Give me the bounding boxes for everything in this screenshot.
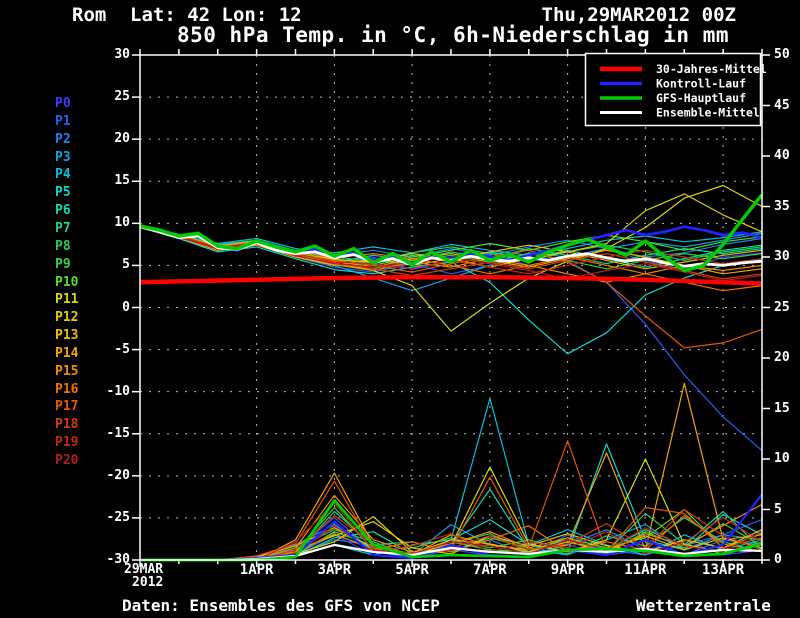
- member-label-P20: P20: [55, 453, 79, 468]
- y-left-tick-label: -30: [106, 552, 130, 567]
- y-right-tick-label: 30: [774, 249, 790, 264]
- member-label-P4: P4: [55, 167, 71, 183]
- member-label-P7: P7: [55, 220, 71, 236]
- member-label-P2: P2: [55, 131, 71, 147]
- chart-title: 850 hPa Temp. in °C, 6h-Niederschlag in …: [176, 23, 729, 47]
- y-right-tick-label: 35: [774, 198, 790, 214]
- y-left-tick-label: 10: [114, 215, 130, 231]
- site-brand-label: Wetterzentrale: [636, 596, 771, 615]
- location-label: Rom: [72, 4, 107, 26]
- member-label-P13: P13: [55, 328, 79, 344]
- y-left-tick-label: -15: [106, 425, 130, 441]
- x-tick-label-3APR: 3APR: [317, 562, 352, 578]
- member-precip-line-P17: [140, 440, 763, 561]
- y-right-tick-label: 0: [774, 552, 782, 567]
- y-left-tick-label: 25: [114, 89, 130, 105]
- member-label-P8: P8: [55, 238, 71, 254]
- member-label-P16: P16: [55, 381, 79, 397]
- y-right-tick-label: 40: [774, 148, 790, 163]
- y-left-tick-label: 5: [122, 257, 130, 273]
- latlon-label: Lat: 42 Lon: 12: [130, 4, 302, 26]
- member-label-P0: P0: [55, 96, 71, 111]
- y-left-tick-label: 0: [122, 299, 130, 315]
- y-left-tick-label: 20: [114, 131, 130, 147]
- member-label-P3: P3: [55, 149, 71, 165]
- x-tick-label-7APR: 7APR: [473, 562, 507, 578]
- legend-item-label: 30-Jahres-Mittel: [656, 62, 767, 76]
- member-label-P9: P9: [55, 256, 71, 272]
- y-left-tick-label: 15: [114, 173, 130, 189]
- member-label-P1: P1: [55, 113, 71, 129]
- member-temp-line-P4: [139, 225, 763, 256]
- member-label-P17: P17: [55, 399, 79, 415]
- x-axis-start-year: 2012: [132, 575, 164, 590]
- y-right-tick-label: 10: [774, 451, 790, 466]
- x-tick-label-13APR: 13APR: [702, 562, 745, 578]
- data-source-label: Daten: Ensembles des GFS von NCEP: [122, 596, 440, 615]
- gfs-main-temp-line: [139, 193, 764, 273]
- legend-item-label: Ensemble-Mittel: [656, 106, 760, 120]
- member-label-P5: P5: [55, 185, 71, 201]
- y-right-tick-label: 50: [774, 47, 790, 62]
- y-left-tick-label: -10: [106, 383, 130, 399]
- run-datetime-label: Thu,29MAR2012 00Z: [541, 4, 736, 26]
- y-left-tick-label: -25: [106, 509, 130, 525]
- member-label-P12: P12: [55, 310, 79, 326]
- x-tick-label-11APR: 11APR: [624, 562, 667, 578]
- x-tick-label-9APR: 9APR: [550, 562, 585, 578]
- mean30y-temp-line: [139, 274, 763, 286]
- x-tick-label-5APR: 5APR: [395, 562, 429, 578]
- member-label-P6: P6: [55, 203, 71, 219]
- member-label-P18: P18: [55, 417, 79, 433]
- x-tick-label-1APR: 1APR: [239, 562, 274, 578]
- y-right-tick-label: 20: [774, 350, 790, 365]
- member-precip-line-P4: [140, 397, 763, 561]
- member-label-P10: P10: [55, 274, 79, 290]
- member-temp-line-P16: [139, 226, 763, 292]
- member-label-P11: P11: [55, 292, 79, 308]
- member-label-P14: P14: [55, 345, 79, 361]
- legend-item-label: GFS-Hauptlauf: [656, 91, 746, 105]
- y-left-tick-label: -5: [114, 341, 130, 357]
- x-axis-start-date: 29MAR: [124, 562, 164, 577]
- member-label-P19: P19: [55, 435, 79, 451]
- member-label-P15: P15: [55, 363, 79, 379]
- y-left-tick-label: -20: [106, 467, 130, 483]
- y-left-tick-label: 30: [114, 47, 130, 62]
- y-right-tick-label: 15: [774, 400, 790, 416]
- plot-border: [139, 54, 763, 561]
- legend-item-label: Kontroll-Lauf: [656, 77, 746, 91]
- y-right-tick-label: 45: [774, 97, 790, 113]
- member-temp-line-P8: [139, 226, 763, 262]
- y-right-tick-label: 5: [774, 501, 782, 517]
- y-right-tick-label: 25: [774, 299, 790, 315]
